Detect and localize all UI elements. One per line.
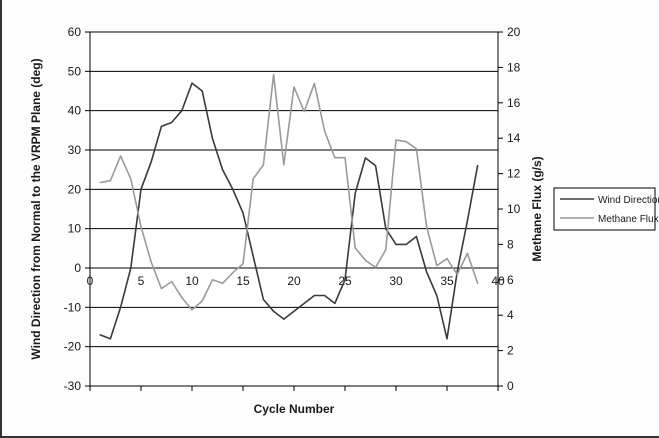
left-y-tick-label: 50 xyxy=(68,64,82,78)
right-y-tick-label: 18 xyxy=(507,60,521,74)
x-tick-label: 5 xyxy=(138,274,145,288)
x-axis-title: Cycle Number xyxy=(254,402,335,416)
x-tick-labels: 0 5 10 15 20 25 30 35 40 xyxy=(87,274,505,391)
right-y-tick-label: 2 xyxy=(507,344,514,358)
x-tick-label: 30 xyxy=(389,274,403,288)
x-tick-label: 0 xyxy=(87,274,94,288)
legend-box xyxy=(553,187,656,231)
left-y-tick-label: -10 xyxy=(64,300,82,314)
legend-label-methane-flux: Methane Flux xyxy=(598,214,659,225)
right-y-axis-title: Methane Flux (g/s) xyxy=(530,156,544,261)
x-tick-label: 10 xyxy=(185,274,199,288)
right-y-tick-label: 16 xyxy=(507,96,521,110)
left-y-tick-label: 0 xyxy=(74,261,81,275)
left-y-tick-label: 60 xyxy=(68,25,82,39)
left-y-axis-title: Wind Direction from Normal to the VRPM P… xyxy=(29,58,43,359)
x-tick-label: 35 xyxy=(440,274,454,288)
series-line-methane-flux xyxy=(99,73,479,311)
x-tick-label: 20 xyxy=(287,274,301,288)
series-line-wind-direction xyxy=(99,82,479,340)
x-tick-label: 40 xyxy=(491,274,505,288)
right-y-tick-label: 4 xyxy=(507,308,514,322)
left-y-tick-label: 40 xyxy=(68,104,82,118)
right-y-tick-label: 0 xyxy=(507,379,514,393)
right-y-tick-label: 14 xyxy=(507,131,521,145)
left-y-tick-label: 20 xyxy=(68,182,82,196)
left-y-tick-label: 10 xyxy=(68,222,82,236)
left-y-tick-labels: 60 50 40 30 20 10 0 -10 -20 -30 xyxy=(64,25,90,393)
right-y-tick-label: 12 xyxy=(507,167,521,181)
series-lines xyxy=(99,73,479,340)
plot-area-background xyxy=(90,32,498,386)
right-y-tick-label: 6 xyxy=(507,273,514,287)
right-y-tick-label: 8 xyxy=(507,237,514,251)
left-y-tick-label: -20 xyxy=(64,340,82,354)
left-y-tick-label: 30 xyxy=(68,143,82,157)
right-y-tick-label: 10 xyxy=(507,202,521,216)
legend-label-wind-direction: Wind Direction xyxy=(598,195,659,206)
right-y-tick-label: 20 xyxy=(507,25,521,39)
x-tick-label: 15 xyxy=(236,274,250,288)
left-y-tick-label: -30 xyxy=(64,379,82,393)
legend: Wind Direction Methane Flux xyxy=(553,187,659,231)
